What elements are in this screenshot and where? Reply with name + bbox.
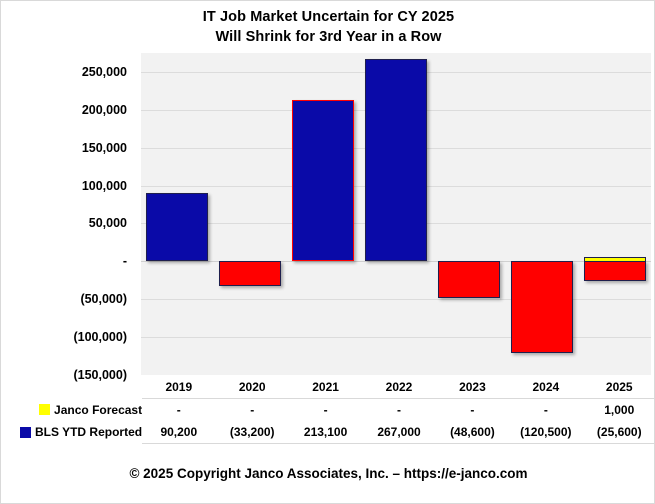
bar-slot-2022	[360, 53, 433, 375]
bars-layer	[141, 53, 651, 375]
chart-title-line-1: IT Job Market Uncertain for CY 2025	[202, 9, 455, 25]
bar-slot-2019	[141, 53, 214, 375]
bar-slot-2020	[214, 53, 287, 375]
table-header-2025: 2025	[582, 375, 655, 399]
table-row: BLS YTD Reported 90,200 (33,200) 213,100 267…	[1, 421, 655, 444]
bar-bls-2019[interactable]	[146, 193, 209, 262]
y-axis-tick-label: (50,000)	[80, 292, 127, 307]
table-header-2019: 2019	[142, 375, 216, 399]
bar-forecast-2025[interactable]	[583, 257, 646, 263]
table-header-2020: 2020	[215, 375, 289, 399]
legend-swatch-icon	[39, 404, 51, 416]
table-cell: (33,200)	[215, 421, 289, 444]
bar-slot-2024	[505, 53, 578, 375]
bar-bls-2024[interactable]	[510, 261, 573, 353]
y-axis-tick-label: 250,000	[81, 64, 127, 79]
y-axis-tick-label: -	[122, 254, 127, 269]
table-cell: 90,200	[142, 421, 216, 444]
bar-bls-2025[interactable]	[583, 261, 646, 281]
data-table: 2019 2020 2021 2022 2023 2024 2025 Janco Foreca…	[1, 375, 655, 444]
table-header-2023: 2023	[435, 375, 510, 399]
table-cell: -	[323, 403, 328, 417]
table-cell: -	[470, 403, 475, 417]
bar-slot-2023	[432, 53, 505, 375]
table-cell: 1,000	[604, 403, 635, 417]
table-corner-cell	[1, 375, 142, 399]
table-cell: -	[250, 403, 255, 417]
table-row: Janco Forecast - - - - - - 1,000	[1, 399, 655, 422]
bar-bls-2020[interactable]	[219, 261, 282, 287]
table-cell: -	[176, 403, 181, 417]
footer-copyright: © 2025 Copyright Janco Associates, Inc. …	[129, 466, 528, 481]
y-axis-tick-label: 100,000	[81, 178, 127, 193]
bar-slot-2021	[287, 53, 360, 375]
bar-slot-2025	[578, 53, 651, 375]
table-cell: (120,500)	[509, 421, 583, 444]
table-cell: (25,600)	[582, 421, 655, 444]
y-axis-tick-label: 50,000	[88, 216, 127, 231]
legend-label: Janco Forecast	[54, 402, 143, 417]
table-cell: -	[397, 403, 402, 417]
plot-area	[141, 53, 651, 375]
legend-swatch-icon	[19, 426, 31, 438]
table-cell: -	[543, 403, 548, 417]
table-row-years: 2019 2020 2021 2022 2023 2024 2025	[1, 375, 655, 399]
y-axis-tick-label: 200,000	[81, 102, 127, 117]
data-table-wrap: 2019 2020 2021 2022 2023 2024 2025 Janco Foreca…	[1, 375, 655, 444]
y-axis-tick-label: 150,000	[81, 140, 127, 155]
table-cell: 267,000	[362, 421, 436, 444]
table-header-2022: 2022	[362, 375, 436, 399]
chart-title-line-2: Will Shrink for 3rd Year in a Row	[215, 29, 442, 45]
y-axis-tick-label: (100,000)	[73, 330, 127, 345]
gridline	[141, 261, 651, 263]
bar-bls-2022[interactable]	[364, 59, 427, 262]
y-axis-labels: 250,000 200,000 150,000 100,000 50,000 - (50,0…	[1, 53, 133, 382]
legend-item-bls[interactable]: BLS YTD Reported	[1, 421, 142, 444]
gridline	[141, 299, 651, 301]
chart-title: IT Job Market Uncertain for CY 2025 Will…	[1, 7, 655, 47]
y-axis-tick-label: (150,000)	[73, 368, 127, 382]
bar-bls-2021[interactable]	[292, 99, 355, 262]
table-header-2021: 2021	[288, 375, 363, 399]
bar-bls-2023[interactable]	[437, 261, 500, 299]
gridline	[141, 337, 651, 339]
table-cell: (48,600)	[435, 421, 510, 444]
legend-label: BLS YTD Reported	[34, 425, 143, 440]
table-header-2024: 2024	[509, 375, 583, 399]
legend-item-forecast[interactable]: Janco Forecast	[1, 399, 142, 422]
table-cell: 213,100	[288, 421, 363, 444]
